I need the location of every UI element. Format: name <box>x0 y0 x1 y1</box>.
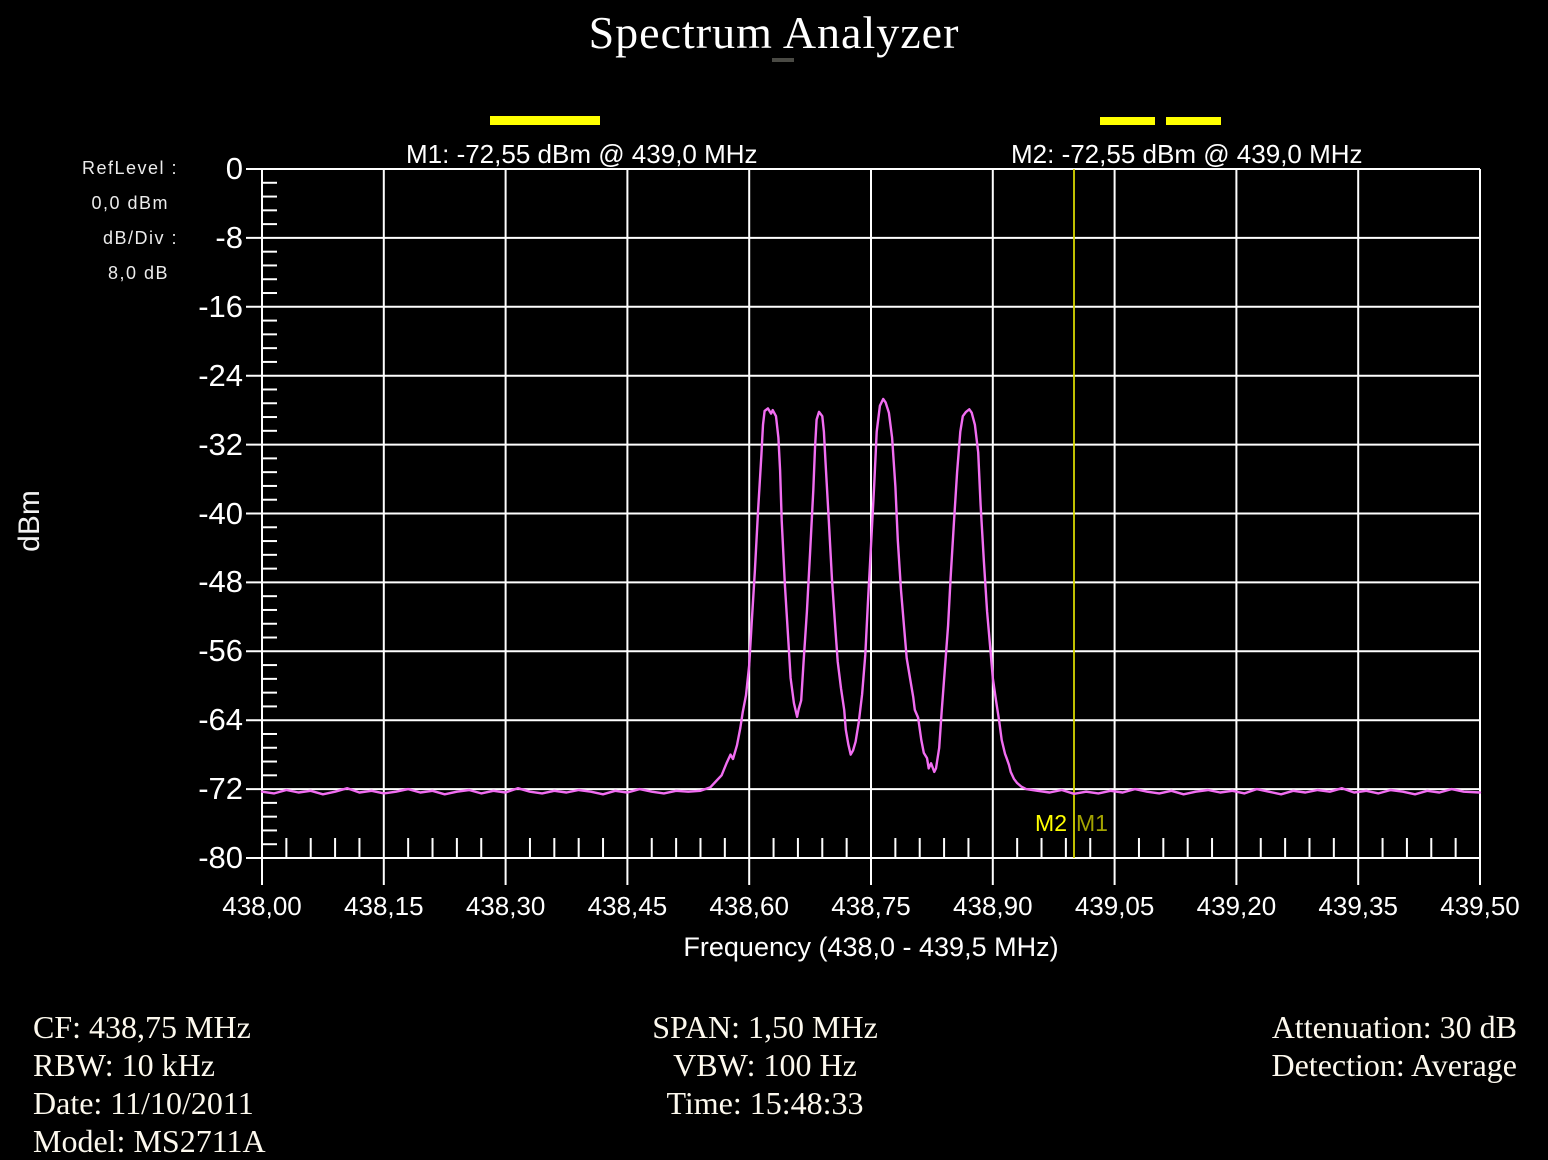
spectrum-trace <box>260 397 1482 796</box>
x-tick-label: 439,20 <box>1196 891 1277 921</box>
span-value: SPAN: 1,50 MHz <box>652 1009 878 1045</box>
footer-left-block: CF: 438,75 MHz RBW: 10 kHz Date: 11/10/2… <box>33 1008 266 1160</box>
y-tick-label: -80 <box>198 840 243 875</box>
time-value: Time: 15:48:33 <box>666 1085 864 1121</box>
y-tick-label: -56 <box>198 633 243 669</box>
ref-level-value: 0,0 dBm <box>91 193 169 213</box>
marker2-highlight-bar-1 <box>1100 117 1155 125</box>
marker1-plot-label: M1 <box>1076 810 1108 836</box>
y-tick-label: -40 <box>198 495 243 531</box>
page-title: Spectrum Analyzer <box>588 7 960 58</box>
y-tick-label: -8 <box>215 219 243 255</box>
marker2-readout: M2: -72,55 dBm @ 439,0 MHz <box>1011 139 1363 169</box>
reference-panel: RefLevel : 0,0 dBm dB/Div : 8,0 dB <box>40 151 178 291</box>
rbw-value: RBW: 10 kHz <box>33 1047 215 1083</box>
x-tick-label: 438,30 <box>465 891 546 921</box>
x-axis-label: Frequency (438,0 - 439,5 MHz) <box>683 932 1059 962</box>
y-tick-label: -32 <box>198 426 243 462</box>
date-value: Date: 11/10/2011 <box>33 1085 254 1121</box>
y-tick-label: -72 <box>198 771 243 807</box>
marker1-readout: M1: -72,55 dBm @ 439,0 MHz <box>406 139 758 169</box>
x-tick-label: 438,60 <box>709 891 789 921</box>
x-tick-label: 439,35 <box>1318 891 1398 921</box>
y-tick-label: 0 <box>225 151 243 186</box>
detection-value: Detection: Average <box>1271 1047 1517 1083</box>
y-tick-label: -48 <box>198 564 243 600</box>
footer-center-block: SPAN: 1,50 MHz VBW: 100 Hz Time: 15:48:3… <box>555 1008 975 1122</box>
x-tick-label: 438,15 <box>344 891 424 921</box>
db-per-div-label: dB/Div : <box>102 228 178 248</box>
x-tick-label: 438,75 <box>831 891 911 921</box>
x-tick-label: 438,45 <box>587 891 668 921</box>
x-tick-label: 438,00 <box>222 891 302 921</box>
vbw-value: VBW: 100 Hz <box>673 1047 857 1083</box>
x-tick-label: 438,90 <box>953 891 1033 921</box>
marker1-highlight-bar <box>490 116 600 125</box>
x-tick-label: 439,05 <box>1074 891 1155 921</box>
y-tick-label: -16 <box>198 288 243 324</box>
footer-right-block: Attenuation: 30 dB Detection: Average <box>1271 1008 1517 1084</box>
marker2-plot-label: M2 <box>1035 810 1067 836</box>
y-tick-label: -64 <box>198 702 243 738</box>
ref-level-label: RefLevel : <box>81 158 178 178</box>
attenuation-value: Attenuation: 30 dB <box>1271 1009 1517 1045</box>
y-tick-label: -24 <box>198 357 243 393</box>
model-value: Model: MS2711A <box>33 1123 266 1159</box>
title-underline-artifact <box>772 58 794 62</box>
marker2-highlight-bar-2 <box>1166 117 1221 125</box>
x-tick-label: 439,50 <box>1440 891 1520 921</box>
cf-value: CF: 438,75 MHz <box>33 1009 251 1045</box>
db-per-div-value: 8,0 dB <box>107 263 169 283</box>
